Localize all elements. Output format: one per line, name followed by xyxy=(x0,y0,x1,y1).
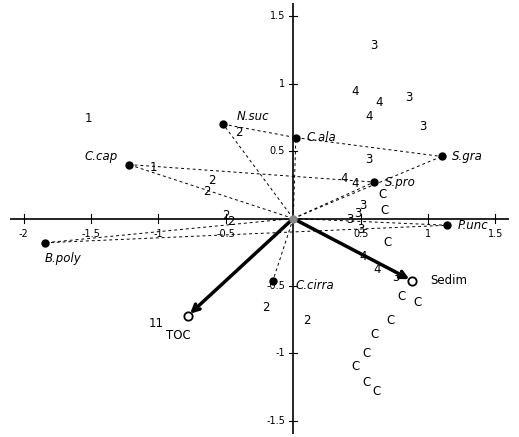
Text: Sedim: Sedim xyxy=(431,274,468,287)
Text: 4: 4 xyxy=(373,263,380,276)
Text: 4: 4 xyxy=(365,110,373,122)
Text: 3: 3 xyxy=(419,120,426,133)
Text: 3: 3 xyxy=(392,271,399,284)
Text: 2: 2 xyxy=(303,315,310,327)
Text: 2: 2 xyxy=(263,301,270,314)
Text: C: C xyxy=(397,290,405,303)
Text: C: C xyxy=(362,347,370,360)
Text: 0.5: 0.5 xyxy=(353,229,368,239)
Text: C.cirra: C.cirra xyxy=(296,279,335,292)
Text: C: C xyxy=(386,315,394,327)
Text: -1.5: -1.5 xyxy=(81,229,100,239)
Text: C.ala: C.ala xyxy=(307,131,336,144)
Text: C: C xyxy=(378,188,386,201)
Text: B.poly: B.poly xyxy=(45,253,82,265)
Text: 3: 3 xyxy=(365,153,373,166)
Text: 1: 1 xyxy=(149,161,157,174)
Text: 2: 2 xyxy=(222,209,229,222)
Text: -0.5: -0.5 xyxy=(266,281,285,291)
Text: 3: 3 xyxy=(371,39,378,52)
Text: 1: 1 xyxy=(279,79,285,89)
Text: 2: 2 xyxy=(236,126,243,139)
Text: S.pro: S.pro xyxy=(385,176,416,189)
Text: 11: 11 xyxy=(148,317,163,330)
Text: 2: 2 xyxy=(227,215,235,228)
Text: 4: 4 xyxy=(351,85,359,98)
Text: 1: 1 xyxy=(425,229,431,239)
Text: C: C xyxy=(373,385,381,398)
Text: 4: 4 xyxy=(351,177,359,190)
Text: 4: 4 xyxy=(340,172,348,184)
Text: 3: 3 xyxy=(405,90,413,104)
Text: 2: 2 xyxy=(203,185,211,198)
Text: C.cap: C.cap xyxy=(84,150,117,163)
Text: 3: 3 xyxy=(360,198,367,212)
Text: 1: 1 xyxy=(85,112,92,125)
Text: C: C xyxy=(362,377,370,389)
Text: C: C xyxy=(381,204,389,217)
Text: 0.5: 0.5 xyxy=(270,146,285,156)
Text: 3: 3 xyxy=(357,223,364,236)
Text: P.unc: P.unc xyxy=(458,219,488,232)
Text: C: C xyxy=(370,328,378,341)
Text: C: C xyxy=(351,361,359,373)
Text: S.gra: S.gra xyxy=(452,150,483,163)
Text: N.suc: N.suc xyxy=(237,110,269,122)
Text: -1: -1 xyxy=(276,348,285,358)
Text: TOC: TOC xyxy=(166,329,191,342)
Text: 4: 4 xyxy=(360,250,367,263)
Text: 3: 3 xyxy=(346,213,353,226)
Text: 2: 2 xyxy=(209,174,216,187)
Text: 4: 4 xyxy=(376,96,383,109)
Text: 1.5: 1.5 xyxy=(488,229,503,239)
Text: -0.5: -0.5 xyxy=(216,229,235,239)
Text: -1: -1 xyxy=(154,229,163,239)
Text: 1.5: 1.5 xyxy=(270,11,285,21)
Text: -2: -2 xyxy=(19,229,29,239)
Text: C: C xyxy=(413,295,421,309)
Text: C: C xyxy=(384,236,392,249)
Text: -1.5: -1.5 xyxy=(266,416,285,426)
Text: 3: 3 xyxy=(354,207,362,220)
